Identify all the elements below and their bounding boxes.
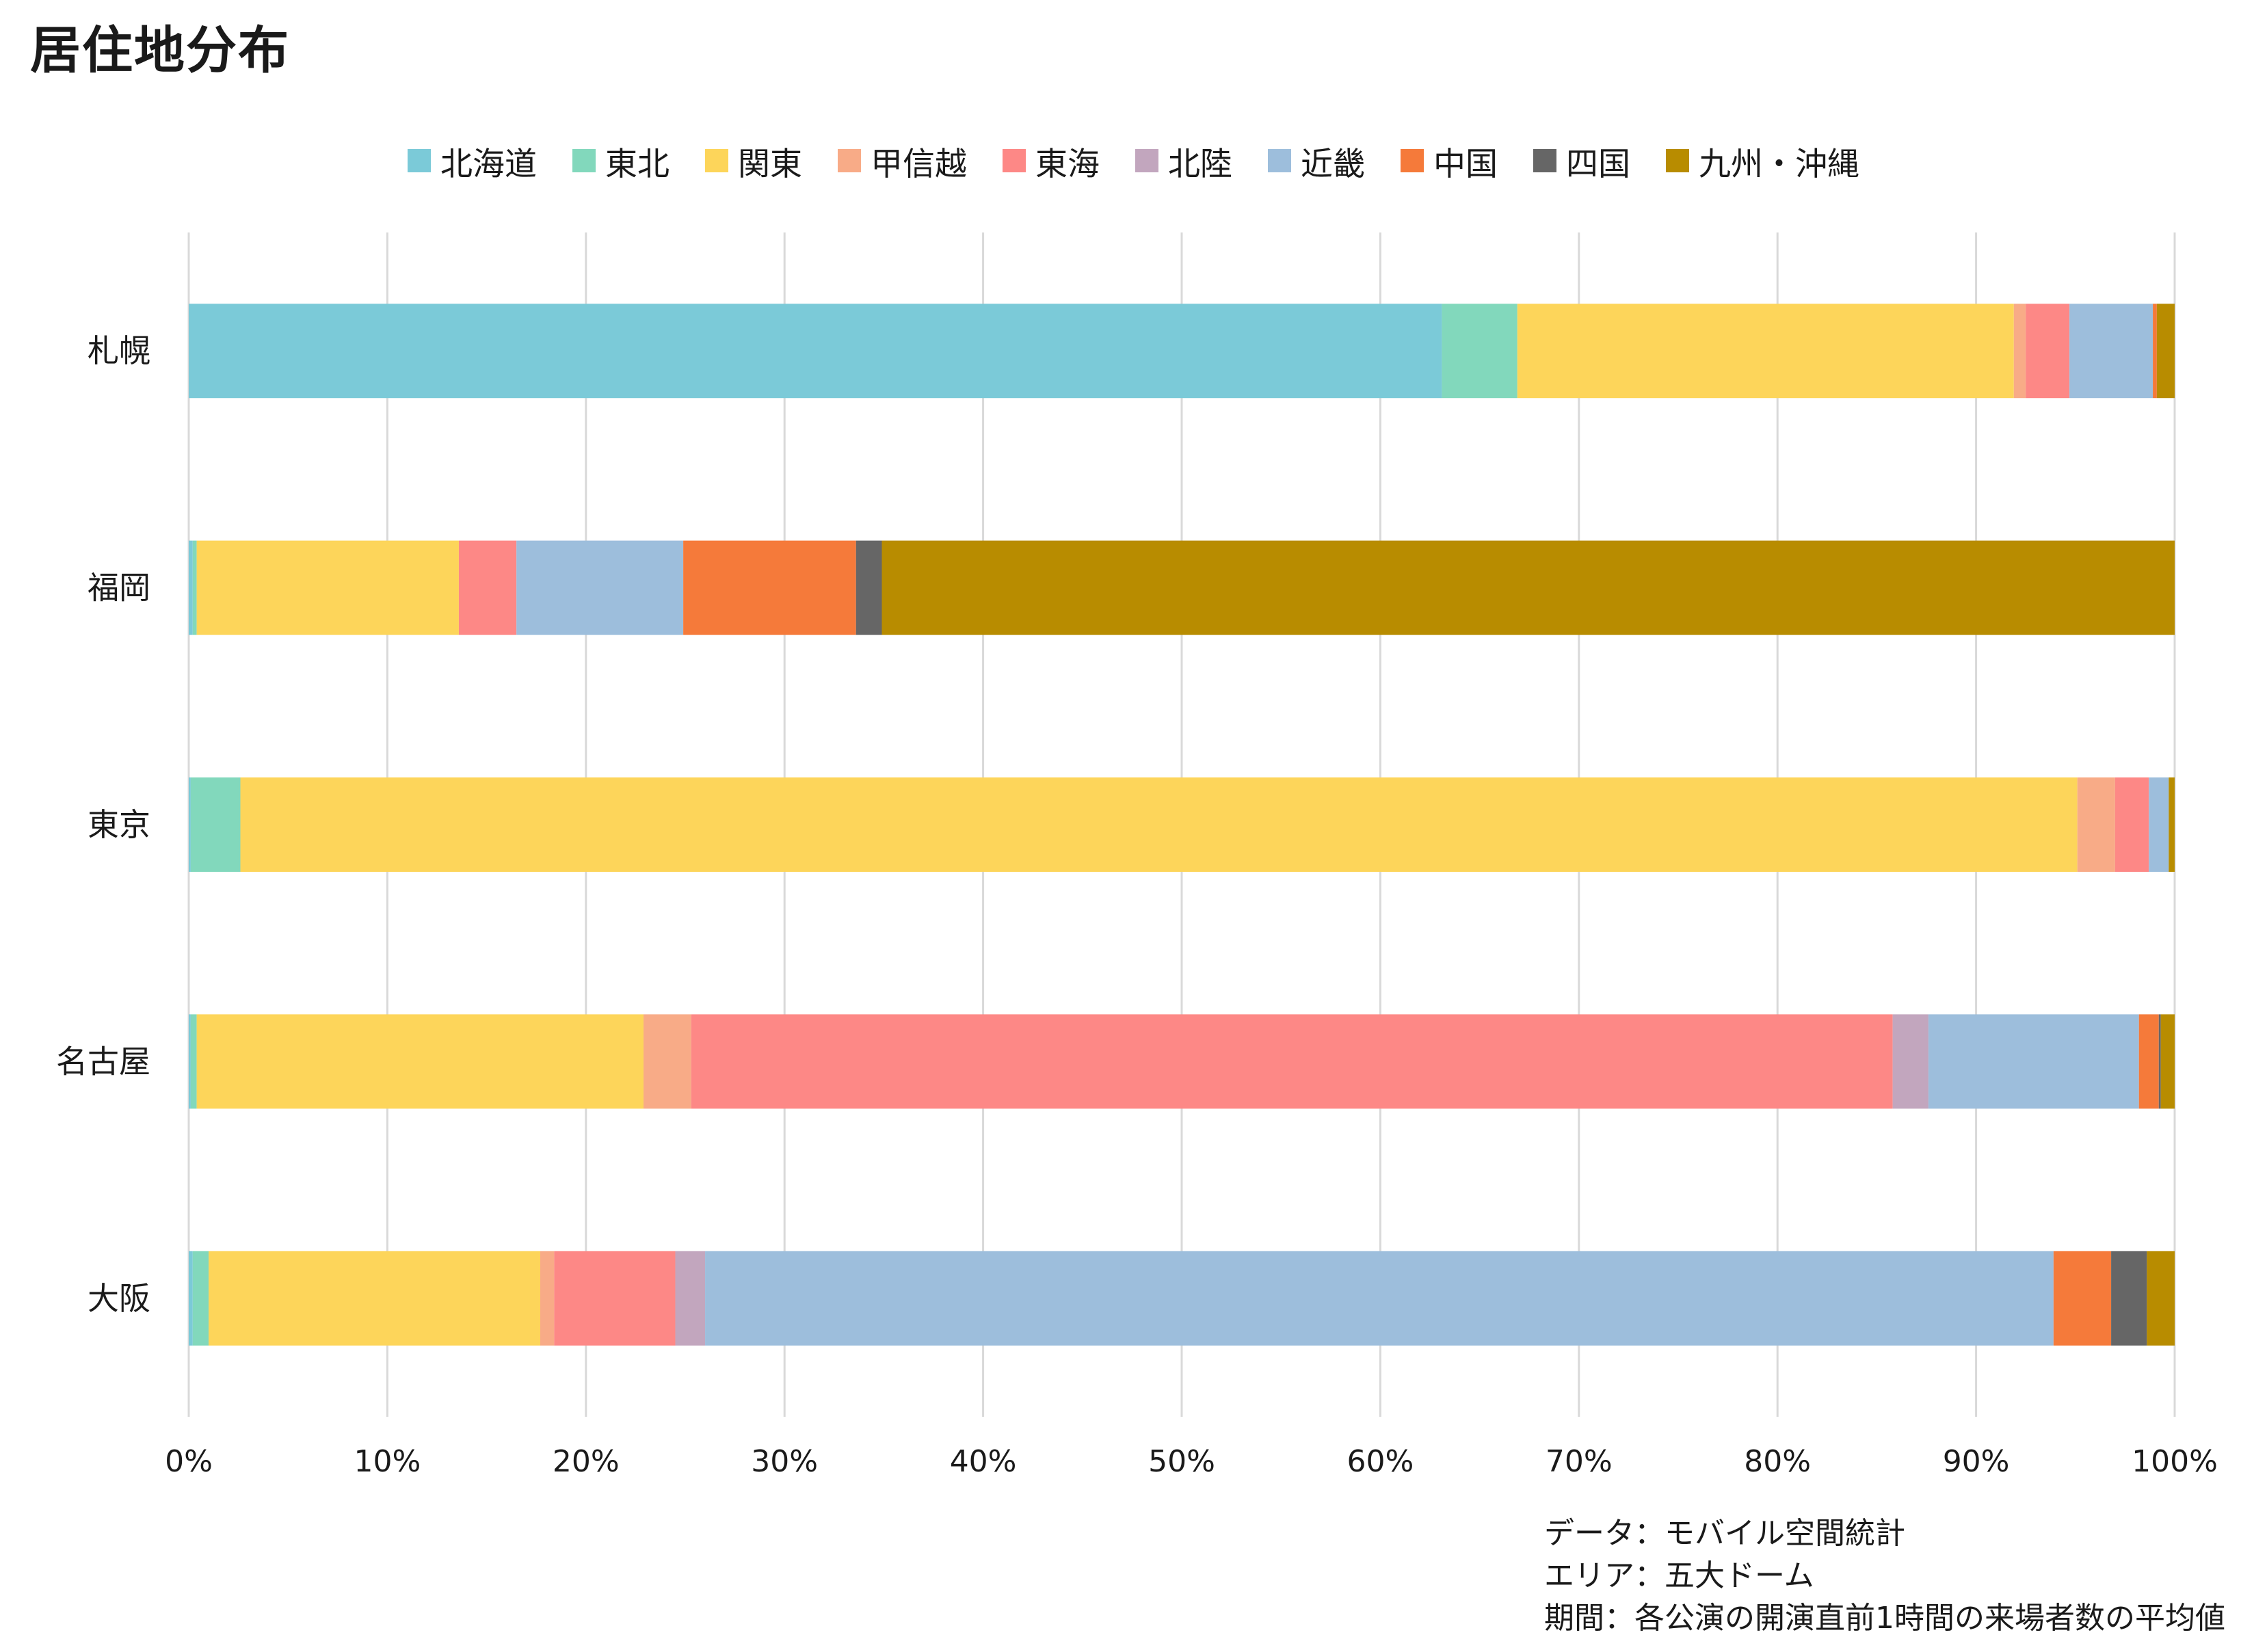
chart-title: 居住地分布 [30,21,290,80]
legend-swatch-1 [572,149,596,172]
x-tick-label-7: 70% [1546,1444,1613,1479]
bar-2-6 [2149,777,2169,872]
bar-2-1 [190,777,241,872]
bar-1-9 [881,540,2175,635]
legend-label-7: 中国 [1433,145,1498,183]
bar-1-2 [196,540,459,635]
bar-0-3 [2013,304,2026,399]
bar-1-6 [516,540,684,635]
legend: 北海道 東北 関東 甲信越 東海 北陸 近畿 中国 四国 九州・沖縄 [0,137,2267,185]
bar-0-0 [189,304,1442,399]
bar-1-4 [458,540,517,635]
bar-3-8 [2158,1014,2161,1109]
legend-label-0: 北海道 [440,145,537,183]
category-label-2: 東京 [88,806,150,843]
bar-3-3 [644,1014,691,1109]
source-notes: データ：モバイル空間統計 エリア：五大ドーム 期間：各公演の開演直前1時間の来場… [1544,1513,2225,1640]
legend-swatch-6 [1268,149,1291,172]
bar-2-4 [2114,777,2149,872]
x-tick-label-0: 0% [165,1444,213,1479]
bar-0-2 [1517,304,2014,399]
legend-swatch-3 [838,149,861,172]
x-tick-label-6: 60% [1347,1444,1414,1479]
bar-2-2 [240,777,2078,872]
legend-item-1: 東北 [572,137,670,185]
legend-label-2: 関東 [738,145,802,183]
legend-label-9: 九州・沖縄 [1699,145,1859,183]
category-label-1: 福岡 [88,570,150,607]
bar-4-9 [2147,1251,2175,1346]
bar-4-2 [209,1251,541,1346]
legend-item-0: 北海道 [408,137,537,185]
bar-3-1 [190,1014,197,1109]
legend-label-1: 東北 [605,145,670,183]
legend-swatch-2 [705,149,728,172]
bar-3-9 [2160,1014,2175,1109]
x-tick-label-8: 80% [1744,1444,1811,1479]
x-tick-label-5: 50% [1148,1444,1215,1479]
bar-3-7 [2138,1014,2159,1109]
bar-3-4 [691,1014,1893,1109]
x-tick-label-9: 90% [1943,1444,2010,1479]
bar-4-5 [675,1251,706,1346]
legend-swatch-4 [1003,149,1026,172]
legend-swatch-0 [408,149,431,172]
bar-4-7 [2053,1251,2112,1346]
category-label-4: 大阪 [88,1280,150,1317]
legend-label-8: 四国 [1566,145,1630,183]
legend-item-9: 九州・沖縄 [1666,137,1859,185]
bar-2-3 [2077,777,2115,872]
legend-item-2: 関東 [705,137,802,185]
x-tick-label-10: 100% [2132,1444,2218,1479]
x-axis-ticks: 0% 10% 20% 30% 40% 50% 60% 70% 80% 90% 100% [165,1444,2218,1479]
bar-0-1 [1442,304,1517,399]
legend-swatch-9 [1666,149,1689,172]
bar-4-8 [2111,1251,2147,1346]
bar-4-6 [705,1251,2054,1346]
bar-0-4 [2026,304,2070,399]
legend-item-8: 四国 [1533,137,1630,185]
category-label-3: 名古屋 [56,1043,150,1080]
bar-4-1 [192,1251,209,1346]
legend-item-7: 中国 [1401,137,1498,185]
legend-label-6: 近畿 [1301,145,1365,183]
x-tick-label-4: 40% [950,1444,1017,1479]
x-tick-label-1: 10% [354,1444,421,1479]
bar-2-0 [189,777,191,872]
bar-0-6 [2069,304,2153,399]
legend-item-3: 甲信越 [838,137,967,185]
bar-4-4 [554,1251,676,1346]
bar-4-0 [189,1251,193,1346]
bar-3-6 [1928,1014,2139,1109]
x-tick-label-3: 30% [751,1444,818,1479]
legend-swatch-7 [1401,149,1424,172]
legend-label-3: 甲信越 [871,145,967,183]
legend-label-4: 東海 [1035,145,1100,183]
category-label-0: 札幌 [88,332,150,369]
legend-item-5: 北陸 [1135,137,1232,185]
bar-0-9 [2156,304,2175,399]
legend-item-4: 東海 [1003,137,1100,185]
bar-1-1 [192,540,197,635]
bar-3-5 [1892,1014,1928,1109]
legend-item-6: 近畿 [1268,137,1365,185]
bar-4-3 [540,1251,555,1346]
bars [189,304,2175,1346]
bar-1-0 [189,540,193,635]
x-tick-label-2: 20% [553,1444,620,1479]
source-note-data: データ：モバイル空間統計 [1544,1516,1905,1551]
legend-swatch-8 [1533,149,1556,172]
bar-0-7 [2153,304,2157,399]
bar-1-7 [683,540,856,635]
bar-3-2 [196,1014,644,1109]
legend-label-5: 北陸 [1168,145,1232,183]
legend-swatch-5 [1135,149,1158,172]
bar-1-8 [856,540,882,635]
bar-3-0 [189,1014,191,1109]
source-note-area: エリア：五大ドーム [1544,1558,1814,1593]
bar-2-9 [2169,777,2175,872]
source-note-period: 期間：各公演の開演直前1時間の来場者数の平均値 [1544,1601,2225,1636]
